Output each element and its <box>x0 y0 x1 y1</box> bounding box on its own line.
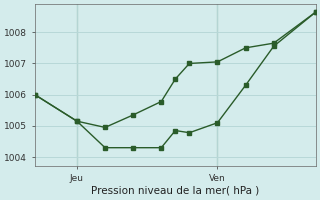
X-axis label: Pression niveau de la mer( hPa ): Pression niveau de la mer( hPa ) <box>91 186 260 196</box>
